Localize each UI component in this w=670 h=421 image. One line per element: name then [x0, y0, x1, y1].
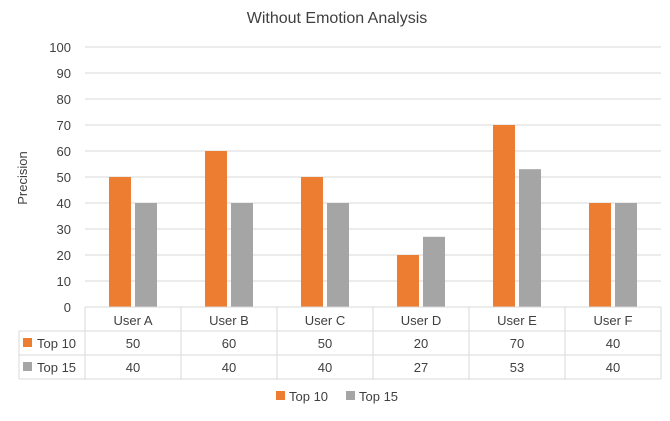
bar-top-10	[397, 255, 419, 307]
bars	[109, 125, 637, 307]
y-tick-label: 70	[57, 118, 71, 133]
x-tick-label: User C	[305, 313, 345, 328]
bar-top-10	[589, 203, 611, 307]
data-label: 70	[510, 336, 524, 351]
bar-top-15	[519, 169, 541, 307]
bar-top-15	[231, 203, 253, 307]
y-tick-label: 0	[64, 300, 71, 315]
y-tick-label: 90	[57, 66, 71, 81]
bar-top-15	[615, 203, 637, 307]
y-tick-label: 60	[57, 144, 71, 159]
data-label: 53	[510, 360, 524, 375]
y-tick-label: 100	[49, 40, 71, 55]
legend-label: Top 10	[289, 389, 328, 404]
data-label: 27	[414, 360, 428, 375]
data-label: 20	[414, 336, 428, 351]
gridlines	[85, 46, 661, 308]
data-table: User A User B User C User D User E User F Top …	[18, 306, 662, 380]
data-label: 50	[318, 336, 332, 351]
data-label: 40	[606, 360, 620, 375]
y-tick-labels: 0 10 20 30 40 50 60 70 80 90 100	[49, 40, 71, 315]
bar-top-15	[327, 203, 349, 307]
y-tick-label: 80	[57, 92, 71, 107]
bar-top-15	[135, 203, 157, 307]
data-label: 40	[318, 360, 332, 375]
legend: Top 10 Top 15	[276, 389, 398, 404]
data-label: 40	[126, 360, 140, 375]
table-series-label: Top 15	[37, 360, 76, 375]
bar-top-10	[301, 177, 323, 307]
legend-swatch	[346, 391, 355, 400]
bar-top-10	[109, 177, 131, 307]
data-label: 50	[126, 336, 140, 351]
y-tick-label: 20	[57, 248, 71, 263]
legend-key	[23, 362, 32, 371]
bar-top-10	[205, 151, 227, 307]
legend-swatch	[276, 391, 285, 400]
legend-label: Top 15	[359, 389, 398, 404]
legend-key	[23, 338, 32, 347]
bar-top-15	[423, 236, 445, 307]
x-tick-label: User F	[594, 313, 633, 328]
y-tick-label: 10	[57, 274, 71, 289]
bar-top-10	[493, 125, 515, 307]
data-label: 40	[222, 360, 236, 375]
x-tick-label: User D	[401, 313, 441, 328]
x-tick-label: User A	[113, 313, 152, 328]
x-tick-label: User E	[497, 313, 537, 328]
y-tick-label: 50	[57, 170, 71, 185]
y-tick-label: 30	[57, 222, 71, 237]
x-tick-label: User B	[209, 313, 249, 328]
y-axis-label: Precision	[15, 151, 30, 204]
y-tick-label: 40	[57, 196, 71, 211]
data-label: 60	[222, 336, 236, 351]
data-label: 40	[606, 336, 620, 351]
chart-title: Without Emotion Analysis	[247, 10, 428, 27]
table-series-label: Top 10	[37, 336, 76, 351]
